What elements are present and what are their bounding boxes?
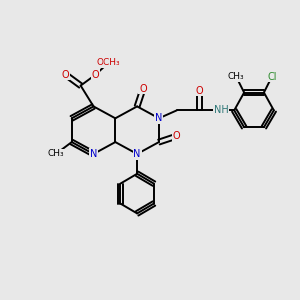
Text: NH: NH bbox=[214, 105, 229, 116]
Text: O: O bbox=[139, 84, 147, 94]
Text: N: N bbox=[134, 149, 141, 159]
Text: CH₃: CH₃ bbox=[48, 149, 64, 158]
Text: OCH₃: OCH₃ bbox=[97, 58, 120, 67]
Text: O: O bbox=[196, 85, 203, 96]
Text: Cl: Cl bbox=[267, 72, 277, 82]
Text: N: N bbox=[90, 149, 97, 159]
Text: N: N bbox=[155, 113, 163, 123]
Text: CH₃: CH₃ bbox=[228, 72, 244, 81]
Text: O: O bbox=[62, 70, 70, 80]
Text: O: O bbox=[173, 131, 181, 141]
Text: O: O bbox=[92, 70, 99, 80]
